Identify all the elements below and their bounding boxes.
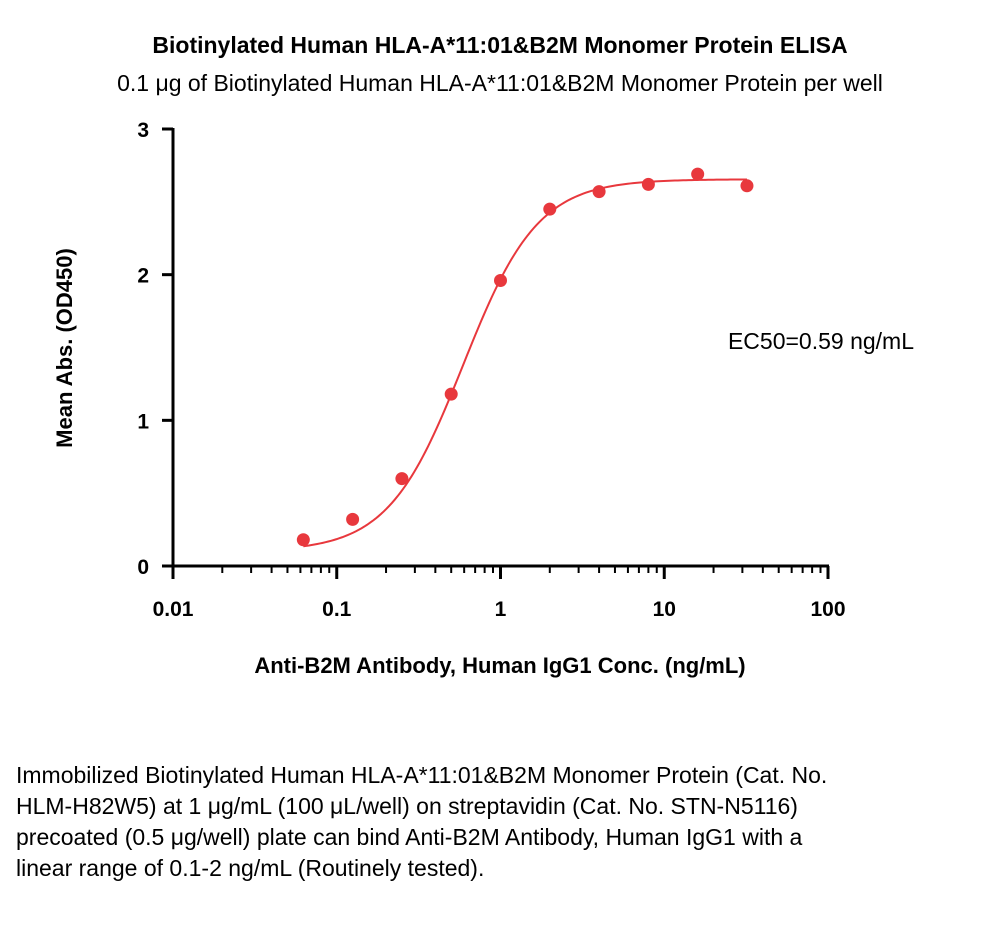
data-point (592, 185, 606, 199)
data-point (641, 177, 655, 191)
y-axis-label: Mean Abs. (OD450) (52, 248, 77, 448)
x-axis-label: Anti-B2M Antibody, Human IgG1 Conc. (ng/… (254, 653, 745, 678)
ec50-annotation: EC50=0.59 ng/mL (728, 328, 914, 354)
data-point (543, 202, 557, 216)
data-point (346, 512, 360, 526)
data-point (395, 472, 409, 486)
data-point (494, 273, 507, 287)
figure-caption: Immobilized Biotinylated Human HLA-A*11:… (16, 762, 828, 881)
x-tick-label: 10 (653, 598, 676, 621)
axes: 0 1 2 3 0.01 0.1 1 10 100 (137, 119, 845, 621)
chart-title: Biotinylated Human HLA-A*11:01&B2M Monom… (152, 32, 848, 58)
x-tick-label: 1 (495, 598, 507, 621)
y-tick-label: 0 (137, 556, 149, 579)
x-tick-label: 100 (810, 598, 845, 621)
data-point (296, 533, 310, 547)
chart-subtitle: 0.1 μg of Biotinylated Human HLA-A*11:01… (117, 70, 883, 96)
y-tick-label: 3 (137, 119, 149, 142)
x-tick-label: 0.01 (153, 598, 194, 621)
y-tick-label: 1 (137, 410, 149, 433)
data-point (691, 167, 705, 181)
y-tick-label: 2 (137, 265, 149, 288)
data-point (740, 179, 754, 193)
fit-curve (303, 178, 747, 548)
data-points (296, 167, 754, 547)
data-point (444, 387, 458, 401)
x-tick-label: 0.1 (322, 598, 352, 621)
elisa-chart: 0 1 2 3 0.01 0.1 1 10 100 Mean Abs. (OD450) Anti… (52, 119, 914, 678)
